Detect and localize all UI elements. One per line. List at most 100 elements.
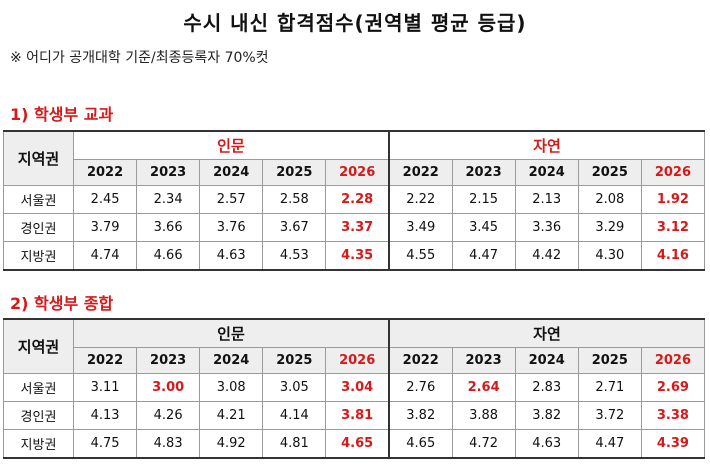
year-header: 2022 <box>387 347 453 374</box>
score-cell: 4.63 <box>514 429 579 459</box>
score-cell: 3.05 <box>262 373 327 402</box>
region-column-header: 지역권 <box>3 130 74 186</box>
score-cell: 4.63 <box>199 241 264 271</box>
year-header: 2025 <box>577 347 642 374</box>
score-cell: 2.22 <box>387 185 453 214</box>
criteria-note: ※ 어디가 공개대학 기준/최종등록자 70%컷 <box>10 50 269 66</box>
group-header-humanities: 인문 <box>72 318 390 348</box>
score-cell: 3.49 <box>387 213 453 242</box>
year-header: 2023 <box>451 347 516 374</box>
score-cell: 4.42 <box>514 241 579 271</box>
score-cell-highlight: 3.04 <box>325 373 390 402</box>
score-cell-highlight: 3.12 <box>640 213 706 242</box>
score-cell: 3.76 <box>199 213 264 242</box>
score-cell: 3.11 <box>72 373 138 402</box>
gyogwa-score-table: 지역권 인문 자연 2022 2023 2024 2025 2026 2022 … <box>3 130 706 271</box>
year-header: 2023 <box>451 159 516 186</box>
section-heading-gyogwa: 1) 학생부 교과 <box>10 105 114 124</box>
region-label: 서울권 <box>3 185 74 214</box>
score-cell: 4.30 <box>577 241 642 271</box>
score-cell: 4.74 <box>72 241 138 271</box>
score-cell-highlight: 3.00 <box>136 373 201 402</box>
score-cell: 2.76 <box>387 373 453 402</box>
score-cell: 2.34 <box>136 185 201 214</box>
score-cell: 2.45 <box>72 185 138 214</box>
score-cell-highlight: 3.37 <box>325 213 390 242</box>
score-cell: 2.58 <box>262 185 327 214</box>
score-cell: 4.26 <box>136 401 201 430</box>
section-heading-jonghap: 2) 학생부 종합 <box>10 294 114 313</box>
score-cell: 4.47 <box>577 429 642 459</box>
region-label: 서울권 <box>3 373 74 402</box>
table-row: 서울권 2.45 2.34 2.57 2.58 2.28 2.22 2.15 2… <box>3 185 706 214</box>
table-row: 경인권 3.79 3.66 3.76 3.67 3.37 3.49 3.45 3… <box>3 213 706 242</box>
table-row: 지방권 4.74 4.66 4.63 4.53 4.35 4.55 4.47 4… <box>3 241 706 271</box>
score-cell: 2.57 <box>199 185 264 214</box>
year-header: 2022 <box>387 159 453 186</box>
score-cell: 3.82 <box>514 401 579 430</box>
score-cell-highlight: 2.64 <box>451 373 516 402</box>
score-cell: 3.79 <box>72 213 138 242</box>
year-header: 2025 <box>262 347 327 374</box>
score-cell: 4.83 <box>136 429 201 459</box>
score-cell: 2.15 <box>451 185 516 214</box>
score-cell-highlight: 2.28 <box>325 185 390 214</box>
year-header: 2026 <box>640 347 706 374</box>
score-cell-highlight: 4.16 <box>640 241 706 271</box>
year-header: 2024 <box>514 347 579 374</box>
score-cell: 4.55 <box>387 241 453 271</box>
group-header-science: 자연 <box>387 318 705 348</box>
score-cell: 4.75 <box>72 429 138 459</box>
year-header: 2022 <box>72 159 138 186</box>
score-cell: 4.81 <box>262 429 327 459</box>
score-cell: 4.47 <box>451 241 516 271</box>
score-cell: 3.67 <box>262 213 327 242</box>
score-cell-highlight: 3.38 <box>640 401 706 430</box>
score-cell: 3.88 <box>451 401 516 430</box>
year-header: 2023 <box>136 347 201 374</box>
score-cell: 4.66 <box>136 241 201 271</box>
region-column-header: 지역권 <box>3 318 74 374</box>
jonghap-score-table: 지역권 인문 자연 2022 2023 2024 2025 2026 2022 … <box>3 318 706 459</box>
table-row: 서울권 3.11 3.00 3.08 3.05 3.04 2.76 2.64 2… <box>3 373 706 402</box>
page-title: 수시 내신 합격점수(권역별 평균 등급) <box>183 11 527 35</box>
score-cell-highlight: 4.65 <box>325 429 390 459</box>
score-cell: 3.66 <box>136 213 201 242</box>
score-cell: 4.53 <box>262 241 327 271</box>
year-header: 2025 <box>262 159 327 186</box>
score-cell: 3.45 <box>451 213 516 242</box>
score-cell: 3.08 <box>199 373 264 402</box>
group-header-humanities: 인문 <box>72 130 390 160</box>
group-header-science: 자연 <box>387 130 705 160</box>
score-cell: 2.71 <box>577 373 642 402</box>
score-cell: 4.21 <box>199 401 264 430</box>
year-header: 2022 <box>72 347 138 374</box>
score-cell: 4.13 <box>72 401 138 430</box>
score-cell: 4.72 <box>451 429 516 459</box>
score-cell: 2.83 <box>514 373 579 402</box>
year-header: 2026 <box>640 159 706 186</box>
score-cell-highlight: 1.92 <box>640 185 706 214</box>
score-cell: 4.14 <box>262 401 327 430</box>
score-cell: 3.29 <box>577 213 642 242</box>
year-header: 2024 <box>514 159 579 186</box>
table-row: 경인권 4.13 4.26 4.21 4.14 3.81 3.82 3.88 3… <box>3 401 706 430</box>
year-header: 2026 <box>325 159 390 186</box>
year-header: 2024 <box>199 159 264 186</box>
year-header: 2023 <box>136 159 201 186</box>
region-label: 지방권 <box>3 241 74 271</box>
score-cell-highlight: 4.35 <box>325 241 390 271</box>
score-cell: 3.72 <box>577 401 642 430</box>
table-row: 지방권 4.75 4.83 4.92 4.81 4.65 4.65 4.72 4… <box>3 429 706 459</box>
year-header: 2024 <box>199 347 264 374</box>
score-cell-highlight: 2.69 <box>640 373 706 402</box>
score-cell-highlight: 4.39 <box>640 429 706 459</box>
score-cell: 2.08 <box>577 185 642 214</box>
score-cell: 4.65 <box>387 429 453 459</box>
score-cell: 4.92 <box>199 429 264 459</box>
year-header: 2026 <box>325 347 390 374</box>
score-cell-highlight: 3.81 <box>325 401 390 430</box>
year-header: 2025 <box>577 159 642 186</box>
region-label: 경인권 <box>3 401 74 430</box>
region-label: 경인권 <box>3 213 74 242</box>
